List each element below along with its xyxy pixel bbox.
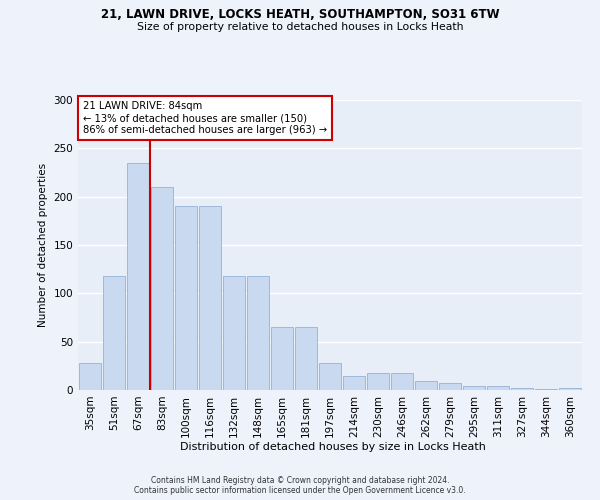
- Bar: [127, 163, 149, 390]
- Bar: [79, 363, 101, 390]
- Text: Size of property relative to detached houses in Locks Heath: Size of property relative to detached ho…: [137, 22, 463, 32]
- Bar: [271, 327, 293, 390]
- Bar: [295, 327, 317, 390]
- Text: Contains HM Land Registry data © Crown copyright and database right 2024.
Contai: Contains HM Land Registry data © Crown c…: [134, 476, 466, 495]
- Bar: [151, 187, 173, 390]
- Bar: [487, 386, 509, 390]
- Y-axis label: Number of detached properties: Number of detached properties: [38, 163, 48, 327]
- Bar: [175, 206, 197, 390]
- Bar: [511, 388, 533, 390]
- Text: 21 LAWN DRIVE: 84sqm
← 13% of detached houses are smaller (150)
86% of semi-deta: 21 LAWN DRIVE: 84sqm ← 13% of detached h…: [83, 102, 327, 134]
- Bar: [535, 389, 557, 390]
- Text: 21, LAWN DRIVE, LOCKS HEATH, SOUTHAMPTON, SO31 6TW: 21, LAWN DRIVE, LOCKS HEATH, SOUTHAMPTON…: [101, 8, 499, 20]
- Bar: [247, 276, 269, 390]
- Bar: [463, 386, 485, 390]
- Bar: [559, 388, 581, 390]
- Bar: [103, 276, 125, 390]
- Bar: [367, 372, 389, 390]
- Bar: [439, 383, 461, 390]
- Bar: [391, 372, 413, 390]
- Bar: [223, 276, 245, 390]
- Bar: [415, 382, 437, 390]
- Text: Distribution of detached houses by size in Locks Heath: Distribution of detached houses by size …: [180, 442, 486, 452]
- Bar: [343, 376, 365, 390]
- Bar: [319, 363, 341, 390]
- Bar: [199, 206, 221, 390]
